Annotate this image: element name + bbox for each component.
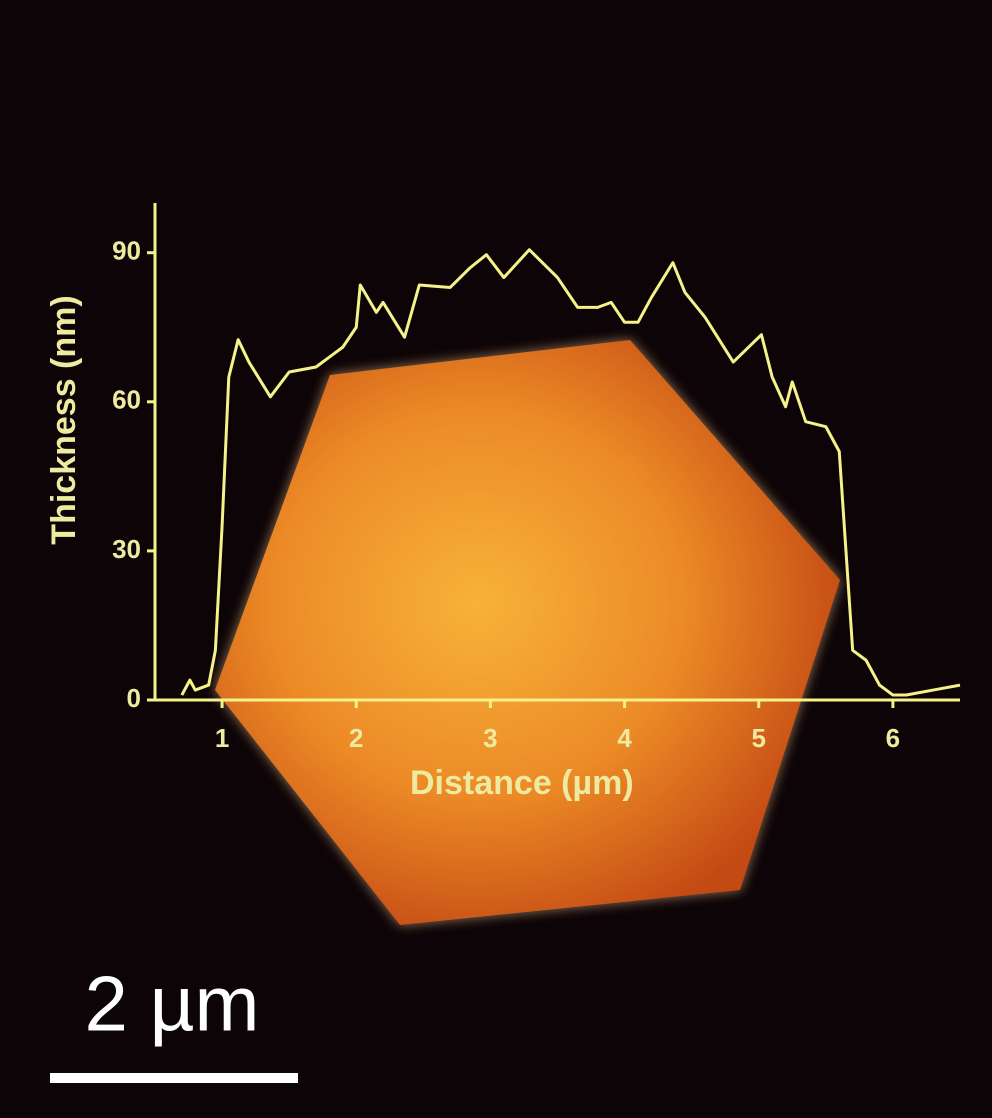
y-tick-label: 0 [127, 683, 141, 713]
y-tick-label: 60 [112, 385, 141, 415]
y-tick-label: 90 [112, 236, 141, 266]
x-tick-label: 3 [483, 723, 497, 753]
y-axis-title: Thickness (nm) [45, 295, 83, 544]
x-tick-label: 1 [215, 723, 229, 753]
x-tick-label: 2 [349, 723, 363, 753]
y-tick-label: 30 [112, 534, 141, 564]
profile-line [180, 248, 961, 697]
x-tick-label: 5 [752, 723, 766, 753]
scale-bar-label: 2 µm [85, 960, 260, 1048]
flake [215, 340, 840, 925]
x-tick-label: 4 [617, 723, 632, 753]
x-tick-label: 6 [886, 723, 900, 753]
x-axis-title: Distance (µm) [410, 764, 634, 802]
